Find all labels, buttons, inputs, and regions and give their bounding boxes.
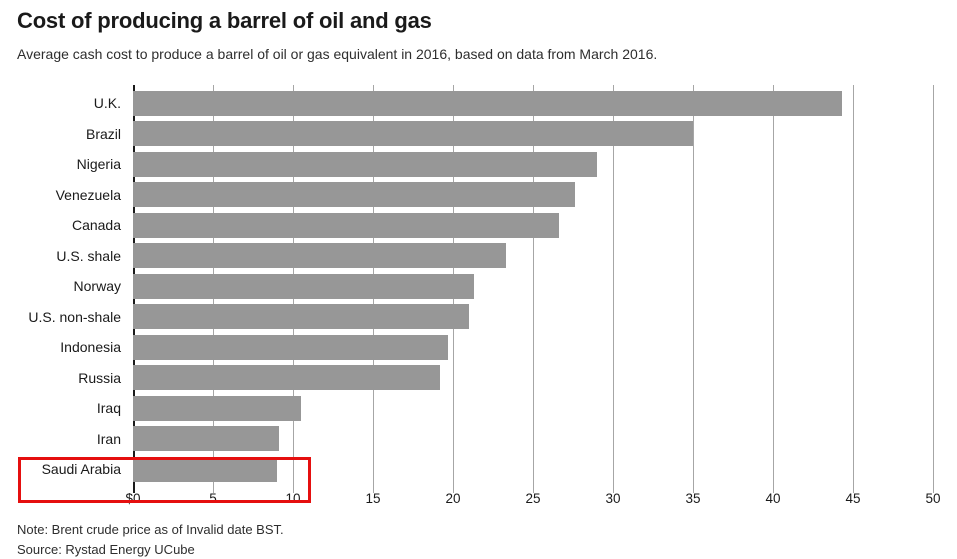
bar [133, 212, 559, 238]
category-label: Venezuela [55, 186, 121, 203]
bar-track [133, 456, 933, 482]
x-tick-label: 40 [765, 490, 781, 506]
bar-track [133, 395, 933, 421]
category-label: Norway [73, 278, 121, 295]
chart-rows: U.K. Brazil Nigeria Venezuela Canada U.S. sha… [17, 88, 933, 485]
bar-track [133, 304, 933, 330]
x-tick-label: 5 [209, 490, 217, 506]
x-tick-label: 35 [685, 490, 701, 506]
bar [133, 334, 449, 360]
bar-track [133, 426, 933, 452]
x-tick-label: 25 [525, 490, 541, 506]
bar-track [133, 212, 933, 238]
category-label: Nigeria [76, 156, 121, 173]
chart-row: Iran [17, 424, 933, 455]
chart-row: U.S. shale [17, 241, 933, 272]
chart-row: Norway [17, 271, 933, 302]
chart-row: Canada [17, 210, 933, 241]
category-label: Iraq [96, 400, 121, 417]
category-label: Canada [71, 217, 121, 234]
category-label: Iran [96, 430, 121, 447]
bar [133, 273, 474, 299]
bar [133, 151, 597, 177]
gridline [693, 85, 694, 494]
chart-row: Nigeria [17, 149, 933, 180]
category-label: Saudi Arabia [41, 461, 121, 478]
gridline [933, 85, 934, 494]
bar [133, 182, 575, 208]
chart-row: Saudi Arabia [17, 454, 933, 485]
category-label: U.S. non-shale [28, 308, 121, 325]
category-label: Indonesia [60, 339, 121, 356]
chart-row: Iraq [17, 393, 933, 424]
bar-track [133, 334, 933, 360]
chart-row: U.S. non-shale [17, 302, 933, 333]
bar-track [133, 121, 933, 147]
chart-row: Venezuela [17, 180, 933, 211]
gridline [533, 85, 534, 494]
x-tick-label: $0 [125, 490, 141, 506]
note-text: Note: Brent crude price as of Invalid da… [17, 521, 284, 537]
chart-row: U.K. [17, 88, 933, 119]
bar-track [133, 182, 933, 208]
bar-chart: U.K. Brazil Nigeria Venezuela Canada U.S. sha… [17, 85, 941, 508]
x-tick-label: 20 [445, 490, 461, 506]
gridline [853, 85, 854, 494]
bar-track [133, 365, 933, 391]
chart-row: Indonesia [17, 332, 933, 363]
x-tick-label: 15 [365, 490, 381, 506]
category-label: U.S. shale [56, 247, 121, 264]
source-text: Source: Rystad Energy UCube [17, 541, 195, 557]
x-tick-label: 45 [845, 490, 861, 506]
x-tick-label: 50 [925, 490, 941, 506]
bar [133, 395, 301, 421]
bar [133, 456, 277, 482]
bar [133, 365, 441, 391]
chart-title: Cost of producing a barrel of oil and ga… [17, 8, 432, 33]
category-label: U.K. [93, 95, 121, 112]
bar-track [133, 151, 933, 177]
category-label: Russia [78, 369, 121, 386]
chart-row: Russia [17, 363, 933, 394]
gridline [773, 85, 774, 494]
category-label: Brazil [85, 125, 121, 142]
bar [133, 426, 279, 452]
x-tick-label: 30 [605, 490, 621, 506]
chart-subtitle: Average cash cost to produce a barrel of… [17, 45, 658, 62]
chart-row: Brazil [17, 119, 933, 150]
bar-track [133, 243, 933, 269]
x-axis-tick-labels: $0 5 10 15 20 25 30 35 40 45 50 [125, 490, 940, 508]
bar-track [133, 273, 933, 299]
bar [133, 90, 842, 116]
bar [133, 121, 693, 147]
gridline [613, 85, 614, 494]
bar [133, 304, 469, 330]
bar-track [133, 90, 933, 116]
x-tick-label: 10 [285, 490, 301, 506]
bar [133, 243, 506, 269]
